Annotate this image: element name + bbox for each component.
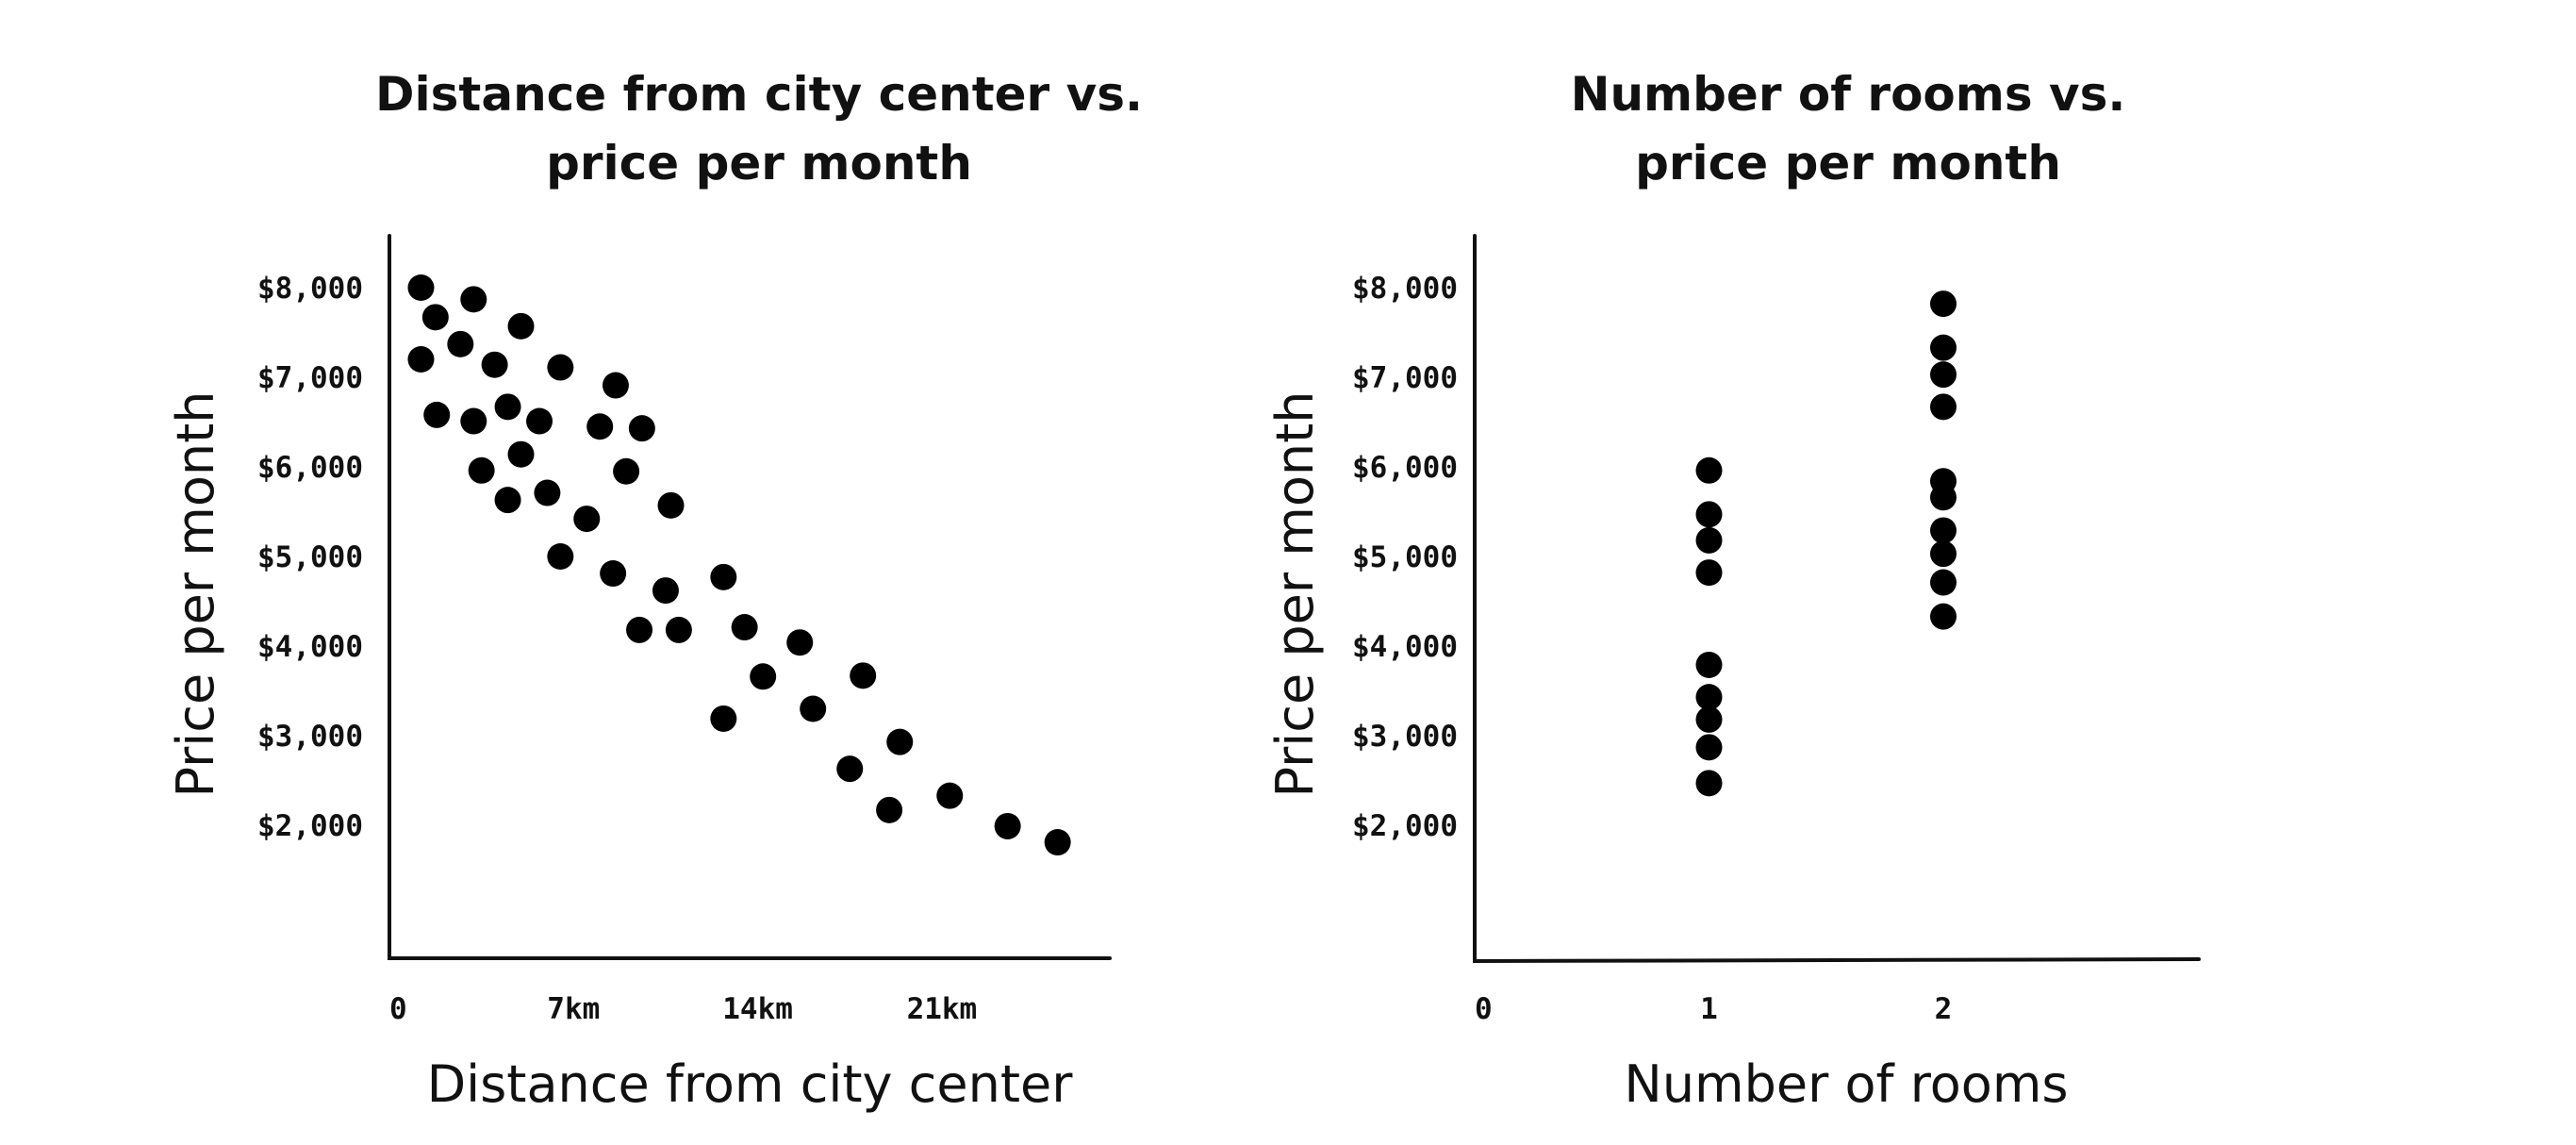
data-point [710, 705, 737, 732]
data-point [1930, 290, 1957, 318]
y-tick-label: $2,000 [1352, 809, 1458, 843]
y-tick-label: $8,000 [257, 272, 363, 306]
rooms-chart: Number of rooms vs. price per month Pric… [1265, 67, 2201, 1114]
x-axis-label: Distance from city center [427, 1054, 1074, 1114]
y-tick-label: $7,000 [1352, 361, 1458, 395]
data-point [876, 796, 903, 823]
data-point [526, 407, 553, 435]
data-point [421, 304, 449, 331]
data-point [710, 563, 737, 590]
y-tick-label: $8,000 [1352, 272, 1458, 306]
x-tick-label: 2 [1935, 992, 1953, 1026]
data-point [1695, 501, 1723, 528]
data-point [494, 487, 521, 514]
x-tick-label: 0 [1475, 992, 1493, 1026]
y-tick-label: $6,000 [257, 451, 363, 485]
data-point [1695, 651, 1723, 678]
x-axis-label: Number of rooms [1624, 1054, 2068, 1114]
data-point [836, 755, 864, 783]
data-point [1930, 361, 1957, 389]
chart-title-line-1: Distance from city center vs. [375, 67, 1143, 122]
data-point [1930, 334, 1957, 361]
data-point [1695, 684, 1723, 711]
data-point [494, 393, 521, 421]
data-point [652, 577, 679, 605]
data-point [407, 346, 435, 373]
data-point [468, 456, 495, 484]
data-point [1930, 393, 1957, 421]
data-point [1044, 829, 1071, 856]
data-point [886, 728, 914, 755]
data-point [1930, 569, 1957, 596]
y-tick-label: $6,000 [1352, 451, 1458, 485]
data-point [481, 351, 508, 378]
data-point [850, 662, 877, 689]
data-point [613, 457, 640, 485]
data-point [407, 274, 435, 301]
data-point [994, 812, 1021, 839]
data-point [507, 312, 535, 340]
chart-title-line-1: Number of rooms vs. [1571, 67, 2126, 122]
x-tick-label: 7km [547, 992, 600, 1026]
data-point [1930, 484, 1957, 511]
data-points [1695, 290, 1957, 797]
data-point [786, 629, 814, 656]
data-point [1695, 705, 1723, 733]
data-point [731, 614, 758, 641]
data-point [1930, 517, 1957, 544]
data-point [1695, 559, 1723, 587]
chart-title-line-2: price per month [546, 136, 972, 191]
data-point [547, 354, 574, 381]
data-points [407, 274, 1071, 856]
data-point [1695, 734, 1723, 761]
tick-labels: $8,000 $7,000 $6,000 $5,000 $4,000 $3,000 $2,0… [257, 272, 977, 1026]
y-tick-label: $2,000 [257, 809, 363, 843]
y-tick-label: $5,000 [1352, 540, 1458, 574]
data-point [534, 479, 561, 506]
x-tick-label: 14km [722, 992, 793, 1026]
x-tick-label: 0 [389, 992, 407, 1026]
axes [388, 234, 1112, 960]
data-point [1695, 770, 1723, 797]
data-point [750, 663, 777, 690]
y-tick-label: $4,000 [257, 630, 363, 664]
data-point [447, 330, 474, 357]
data-point [602, 372, 629, 399]
data-point [460, 407, 487, 435]
data-point [626, 616, 653, 643]
data-point [507, 440, 535, 468]
data-point [936, 782, 964, 809]
data-point [1930, 540, 1957, 568]
data-point [460, 286, 487, 313]
y-tick-label: $5,000 [257, 540, 363, 574]
y-tick-label: $4,000 [1352, 630, 1458, 664]
data-point [665, 616, 692, 643]
data-point [1930, 603, 1957, 630]
data-point [573, 506, 601, 533]
data-point [628, 415, 655, 442]
distance-chart: Distance from city center vs. price per … [166, 67, 1143, 1114]
y-tick-label: $3,000 [1352, 720, 1458, 754]
y-axis-label: Price per month [166, 390, 225, 797]
x-tick-label: 1 [1700, 992, 1718, 1026]
y-axis-label: Price per month [1265, 390, 1325, 797]
data-point [547, 543, 574, 570]
x-tick-label: 21km [907, 992, 978, 1026]
data-point [1695, 526, 1723, 554]
chart-title-line-2: price per month [1635, 136, 2061, 191]
data-point [657, 491, 685, 519]
data-point [600, 560, 627, 588]
data-point [1695, 456, 1723, 484]
data-point [423, 401, 451, 428]
data-point [800, 695, 827, 722]
y-tick-label: $3,000 [257, 720, 363, 754]
y-tick-label: $7,000 [257, 361, 363, 395]
axes [1473, 234, 2201, 964]
data-point [586, 413, 614, 440]
tick-labels: $8,000 $7,000 $6,000 $5,000 $4,000 $3,000 $2,0… [1352, 272, 1952, 1026]
